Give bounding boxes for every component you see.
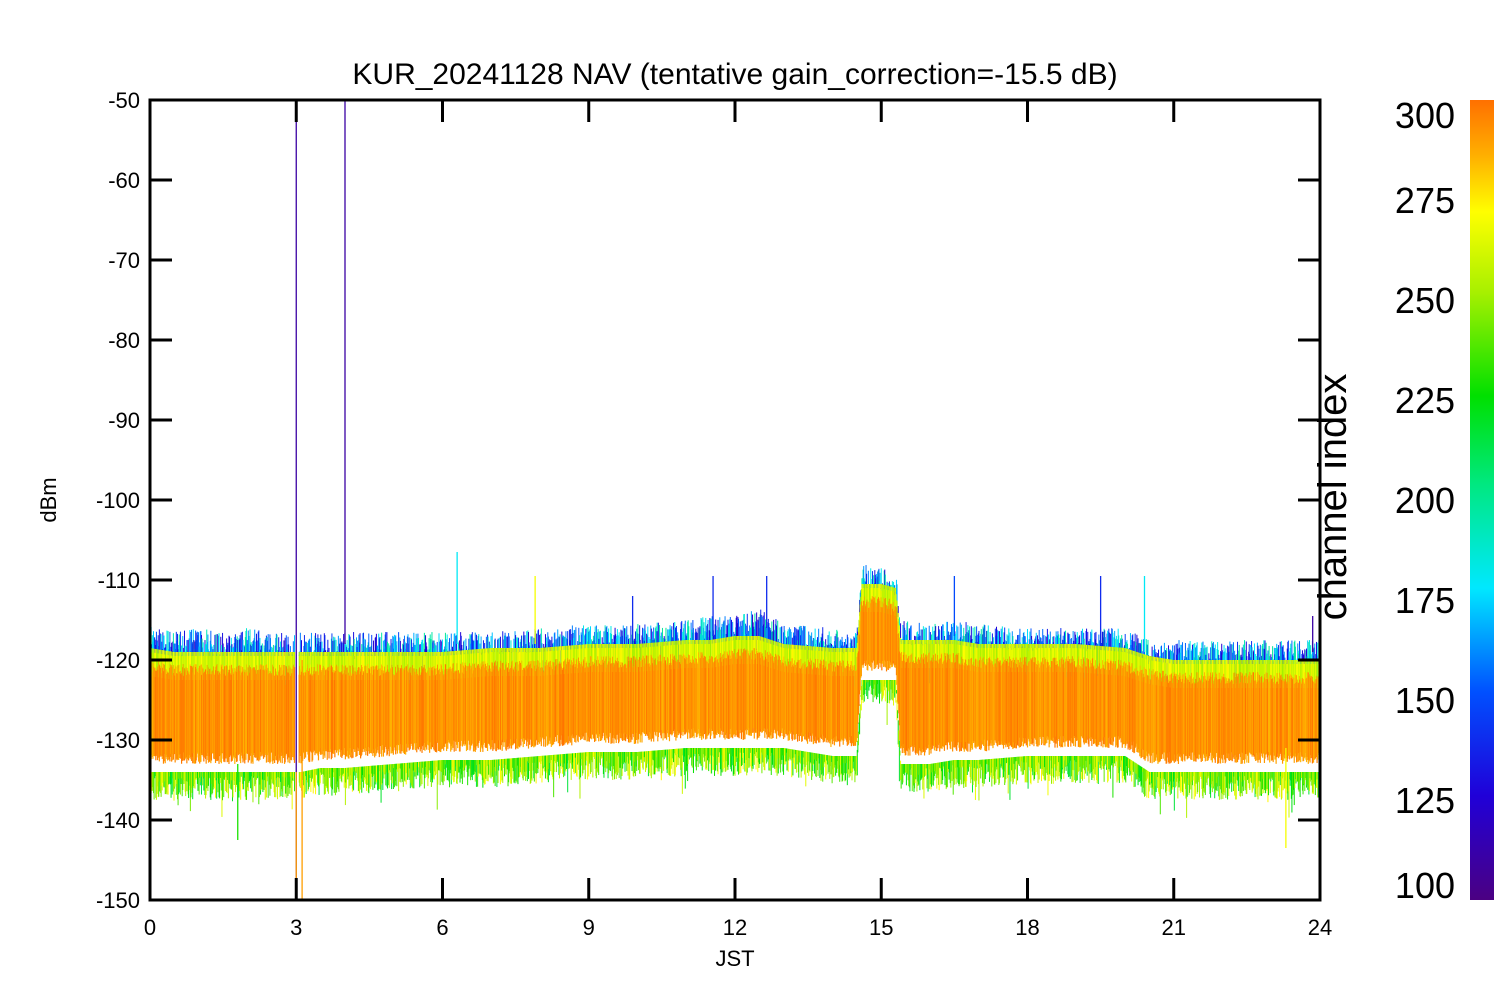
data-layer xyxy=(150,100,1319,900)
